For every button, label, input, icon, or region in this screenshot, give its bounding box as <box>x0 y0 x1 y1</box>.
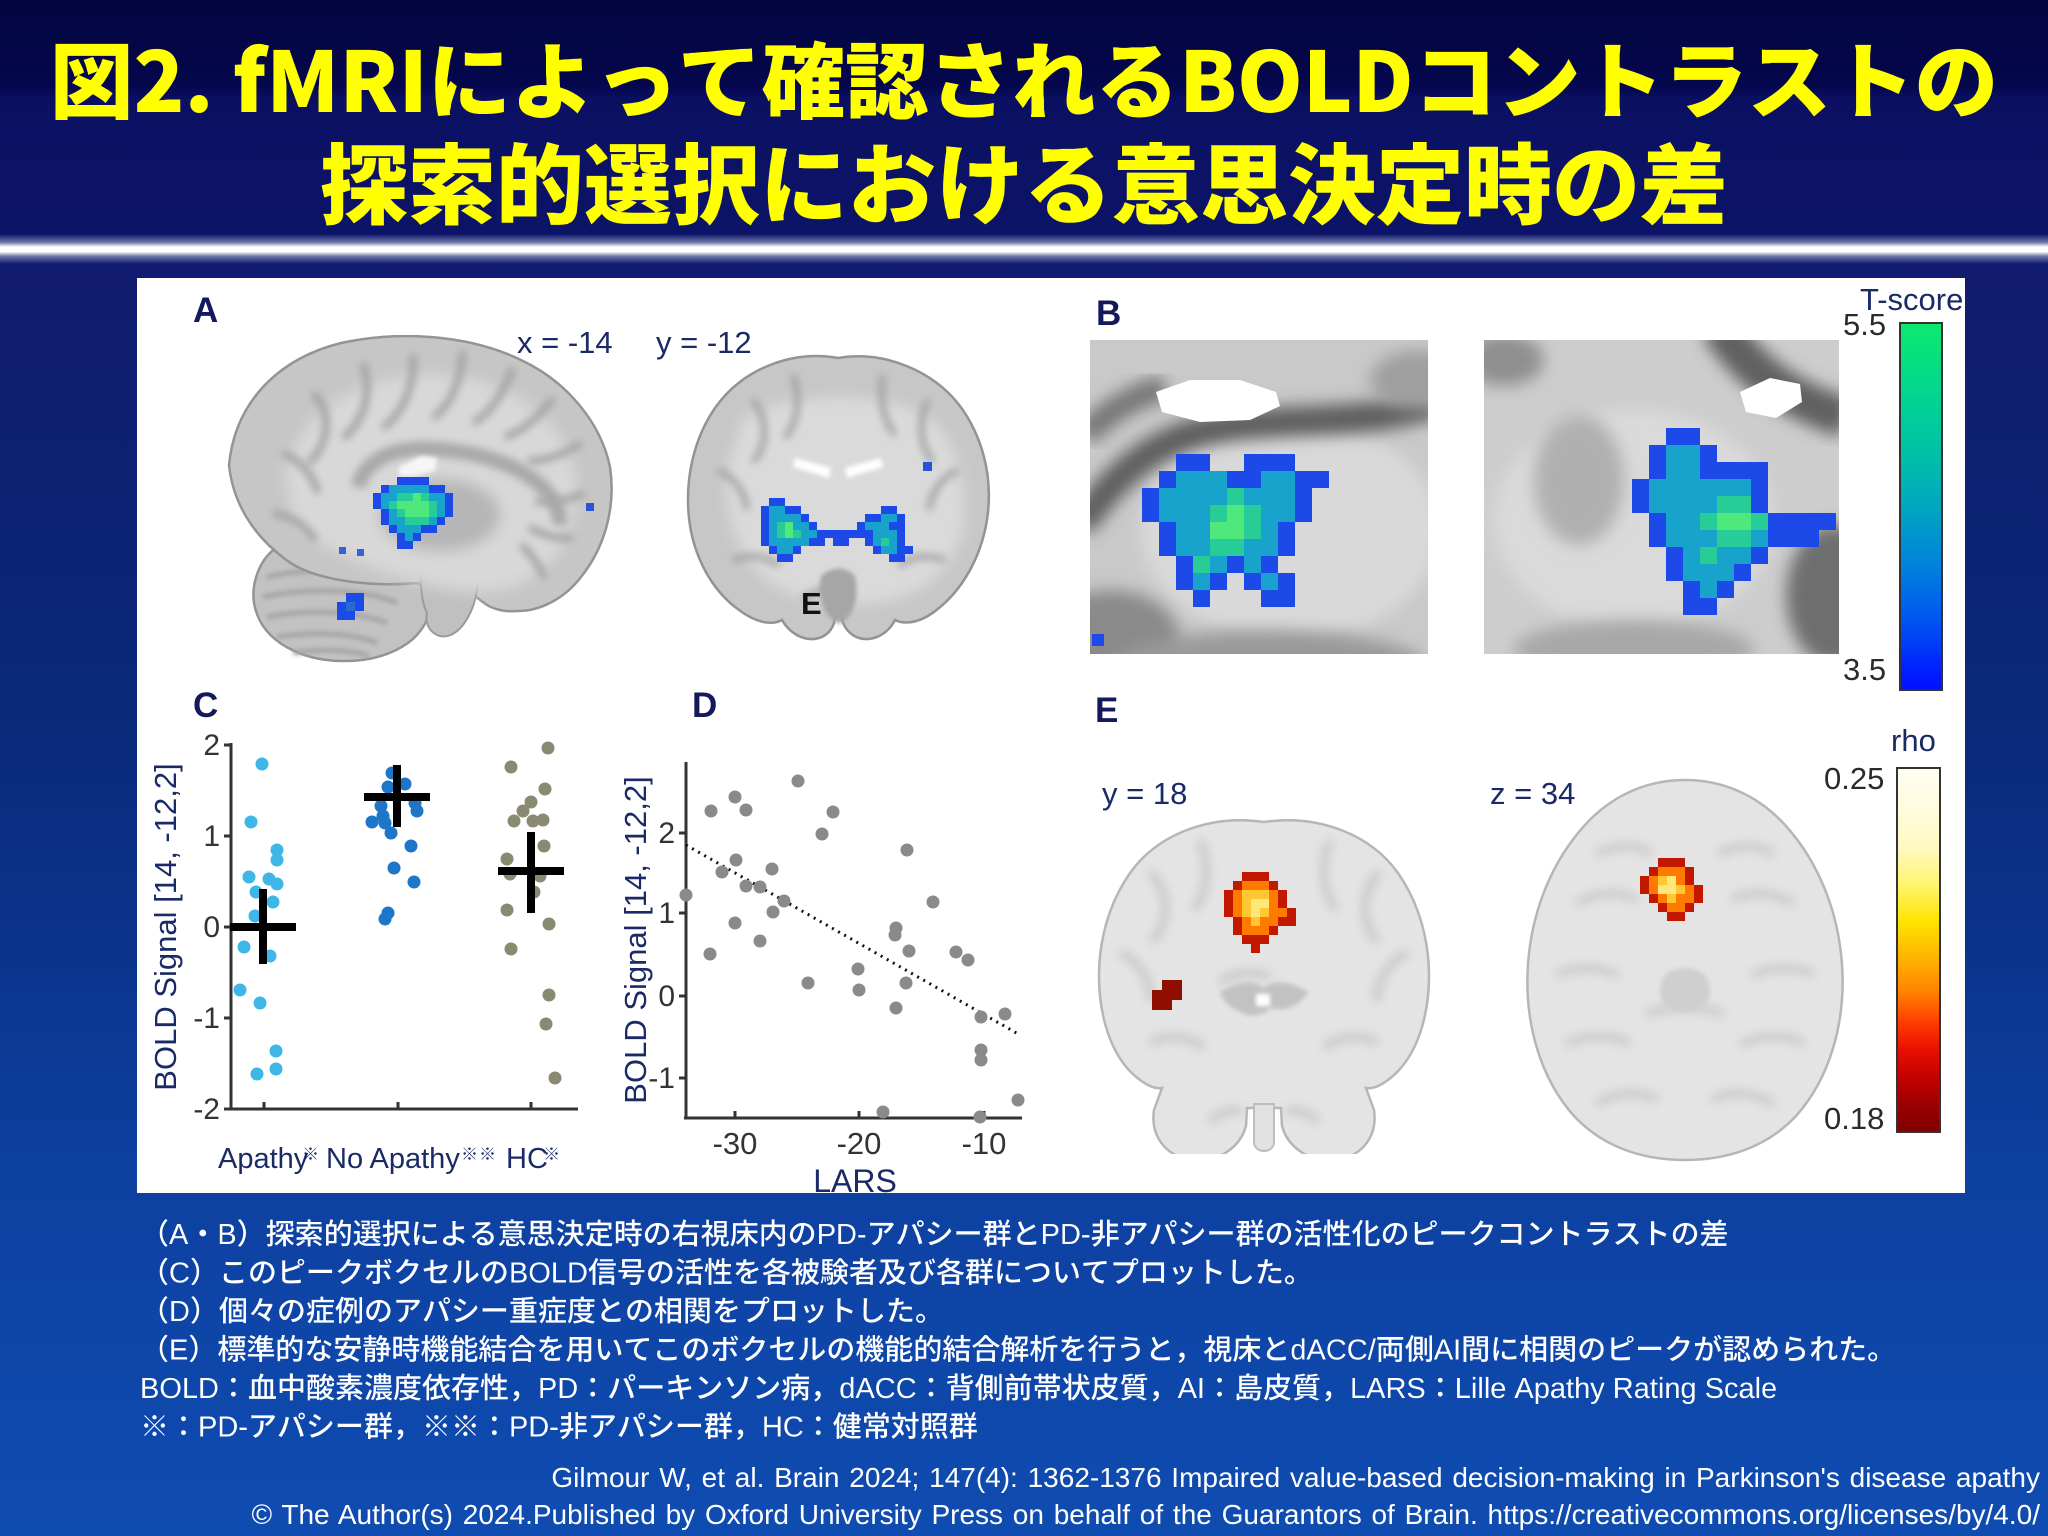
svg-text:0: 0 <box>203 911 220 944</box>
svg-text:HC: HC <box>506 1143 548 1175</box>
svg-text:-20: -20 <box>837 1126 882 1161</box>
svg-text:2: 2 <box>203 729 220 762</box>
svg-text:BOLD Signal [14, -12,2]: BOLD Signal [14, -12,2] <box>150 763 183 1090</box>
svg-text:1: 1 <box>658 897 675 930</box>
svg-text:-1: -1 <box>193 1002 220 1035</box>
svg-text:-1: -1 <box>648 1062 675 1095</box>
svg-text:BOLD Signal [14, -12,2]: BOLD Signal [14, -12,2] <box>620 776 653 1103</box>
svg-text:No Apathy: No Apathy <box>326 1143 460 1175</box>
svg-text:-10: -10 <box>962 1126 1007 1161</box>
svg-text:1: 1 <box>203 820 220 853</box>
svg-text:LARS: LARS <box>813 1163 897 1199</box>
svg-text:-30: -30 <box>713 1126 758 1161</box>
svg-text:Apathy: Apathy <box>218 1143 309 1175</box>
svg-text:2: 2 <box>658 817 675 850</box>
svg-text:0: 0 <box>658 980 675 1013</box>
svg-text:-2: -2 <box>193 1093 220 1126</box>
